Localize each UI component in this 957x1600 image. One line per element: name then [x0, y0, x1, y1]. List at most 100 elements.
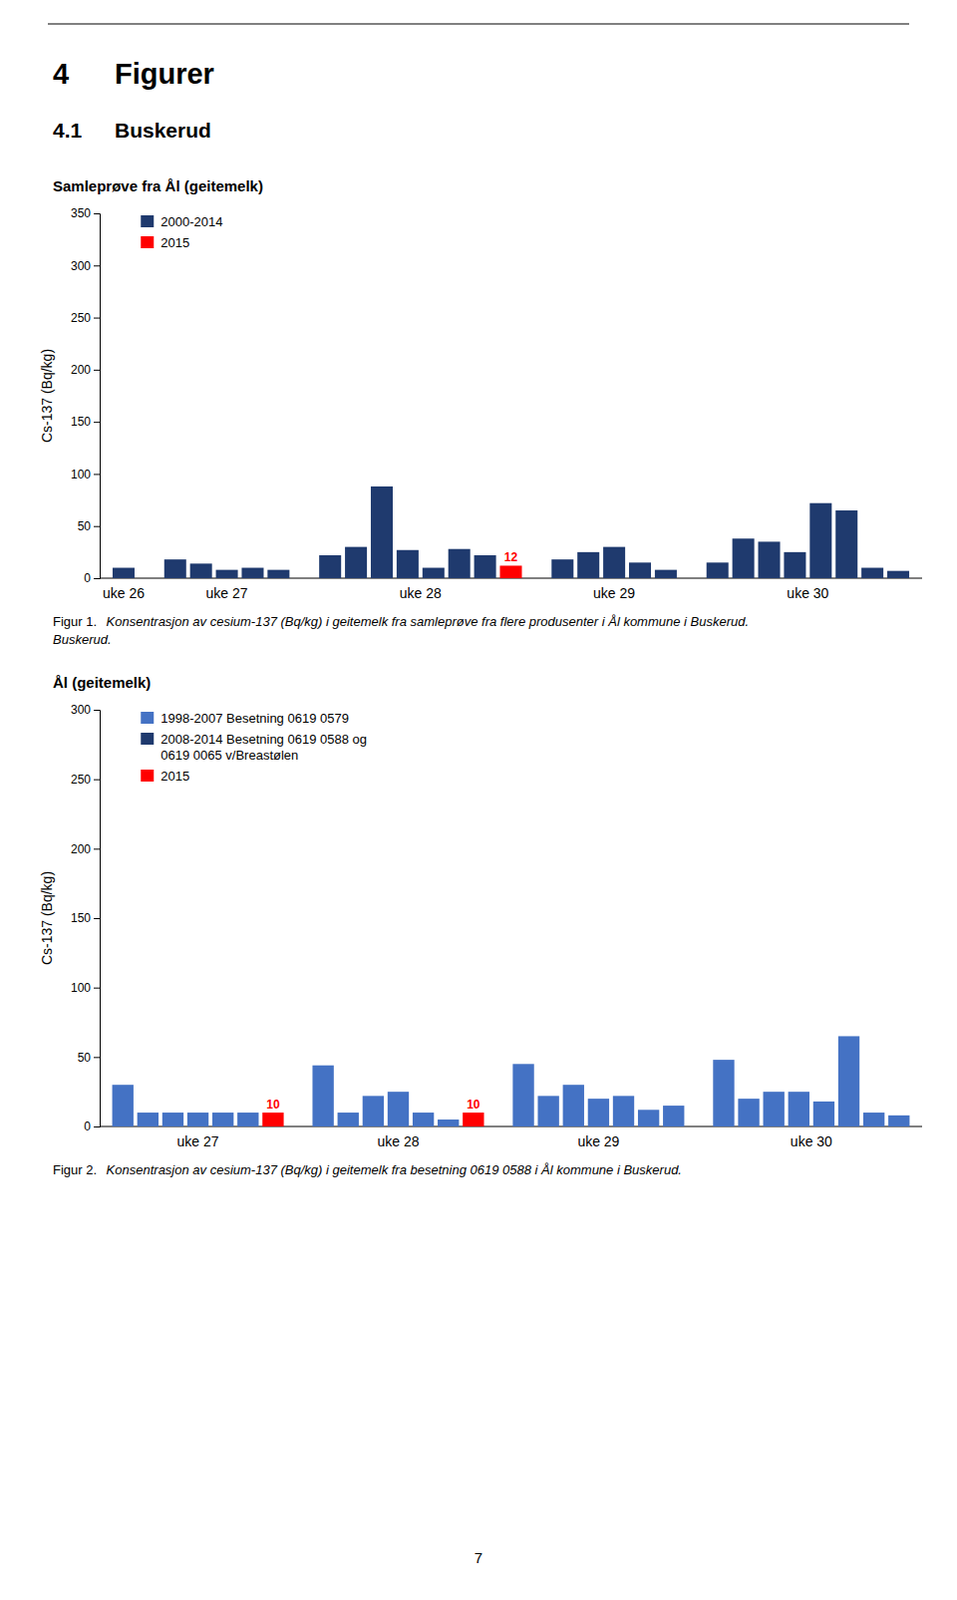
bar [422, 568, 445, 579]
x-tick-label: uke 30 [790, 1133, 833, 1150]
y-tick-mark [93, 318, 100, 319]
bar [662, 1105, 684, 1127]
bar [512, 1063, 534, 1127]
legend-label: 2015 [160, 768, 190, 784]
bar [396, 550, 419, 579]
caption-text: Konsentrasjon av cesium-137 (Bq/kg) i ge… [102, 614, 749, 630]
bar [319, 555, 341, 579]
y-tick-label: 50 [77, 1050, 92, 1065]
y-tick-mark [93, 421, 100, 423]
bar [499, 565, 522, 579]
bar [112, 1084, 134, 1127]
legend-label: 2008-2014 Besetning 0619 0588 og0619 006… [160, 731, 367, 763]
section-title: Figurer [114, 57, 215, 90]
y-tick: 150 [70, 414, 100, 429]
y-tick: 100 [70, 980, 100, 995]
x-tick-label: uke 28 [399, 585, 442, 602]
bar [262, 1112, 284, 1127]
top-rule [47, 23, 910, 25]
y-tick: 300 [70, 259, 100, 274]
legend-swatch [140, 769, 154, 782]
bar [863, 1112, 885, 1127]
bar [241, 568, 264, 579]
bar [190, 563, 213, 579]
y-tick-mark [93, 918, 100, 920]
page: 4Figurer4.1BuskerudSamleprøve fra Ål (ge… [0, 0, 957, 1600]
y-tick-mark [93, 213, 100, 215]
bar [758, 541, 781, 579]
y-tick-mark [93, 1126, 100, 1128]
y-tick: 100 [70, 467, 100, 482]
bar [706, 562, 729, 579]
caption: Figur 1. Konsentrasjon av cesium-137 (Bq… [52, 614, 749, 647]
legend-swatch [140, 215, 154, 228]
caption-label: Figur 2. [52, 1162, 97, 1178]
bar [783, 552, 806, 579]
data-label: 10 [466, 1097, 481, 1112]
chart: Samleprøve fra Ål (geitemelk)05010015020… [38, 177, 923, 602]
y-tick: 250 [70, 311, 100, 325]
y-tick: 200 [70, 362, 100, 377]
legend-swatch [140, 236, 154, 249]
y-tick-mark [93, 779, 100, 781]
legend-swatch [140, 732, 154, 745]
y-tick-mark [93, 987, 100, 989]
bar [462, 1112, 484, 1127]
bar [763, 1091, 785, 1127]
bar [887, 571, 910, 579]
bar [187, 1112, 209, 1127]
bar [362, 1095, 384, 1127]
page-number: 7 [474, 1549, 483, 1567]
y-tick-label: 150 [70, 414, 91, 429]
bar [551, 559, 574, 579]
y-tick-mark [93, 265, 100, 267]
bar [537, 1095, 559, 1127]
caption-label: Figur 1. [52, 614, 97, 630]
bar [344, 547, 367, 579]
bar [267, 570, 290, 579]
y-tick-mark [93, 848, 100, 850]
bar [370, 486, 393, 579]
y-tick: 200 [70, 842, 100, 857]
caption-text: Konsentrasjon av cesium-137 (Bq/kg) i ge… [102, 1162, 682, 1178]
chart-title: Samleprøve fra Ål (geitemelk) [52, 177, 264, 195]
bar [437, 1119, 459, 1127]
y-tick: 0 [83, 1119, 100, 1134]
y-tick-label: 150 [70, 911, 91, 926]
y-tick-label: 250 [70, 772, 91, 787]
section-title: Buskerud [114, 118, 212, 142]
bar [312, 1065, 333, 1127]
bar [412, 1112, 434, 1127]
bar [813, 1101, 835, 1127]
x-category-labels: uke 26uke 27uke 28uke 29uke 30 [102, 585, 830, 602]
data-label: 12 [504, 550, 519, 565]
legend-item: 2008-2014 Besetning 0619 0588 og0619 006… [140, 731, 367, 763]
bar [164, 559, 187, 579]
data-labels: 1010 [266, 1097, 481, 1112]
legend: 2000-20142015 [140, 214, 223, 251]
y-tick-label: 300 [70, 259, 91, 274]
bar [237, 1112, 259, 1127]
chart-title: Ål (geitemelk) [52, 673, 151, 691]
y-axis-line [93, 214, 101, 580]
bar [809, 503, 832, 579]
y-axis: 050100150200250300 [70, 702, 101, 1134]
bar [162, 1112, 184, 1127]
bar [387, 1091, 409, 1127]
legend-label: 2000-2014 [160, 214, 223, 230]
y-axis-title: Cs-137 (Bq/kg) [38, 348, 55, 443]
y-tick: 0 [83, 571, 100, 586]
data-labels: 12 [504, 550, 519, 565]
legend-item: 2000-2014 [140, 214, 223, 230]
bar [337, 1112, 359, 1127]
x-tick-label: uke 30 [786, 585, 829, 602]
bar [613, 1095, 635, 1127]
bar [216, 570, 239, 579]
legend-item: 2015 [140, 768, 190, 784]
x-tick-label: uke 29 [593, 585, 636, 602]
y-tick-mark [93, 369, 100, 371]
bar [788, 1091, 810, 1127]
bar [732, 538, 755, 579]
bar [712, 1059, 734, 1127]
y-tick-mark [93, 1056, 100, 1058]
